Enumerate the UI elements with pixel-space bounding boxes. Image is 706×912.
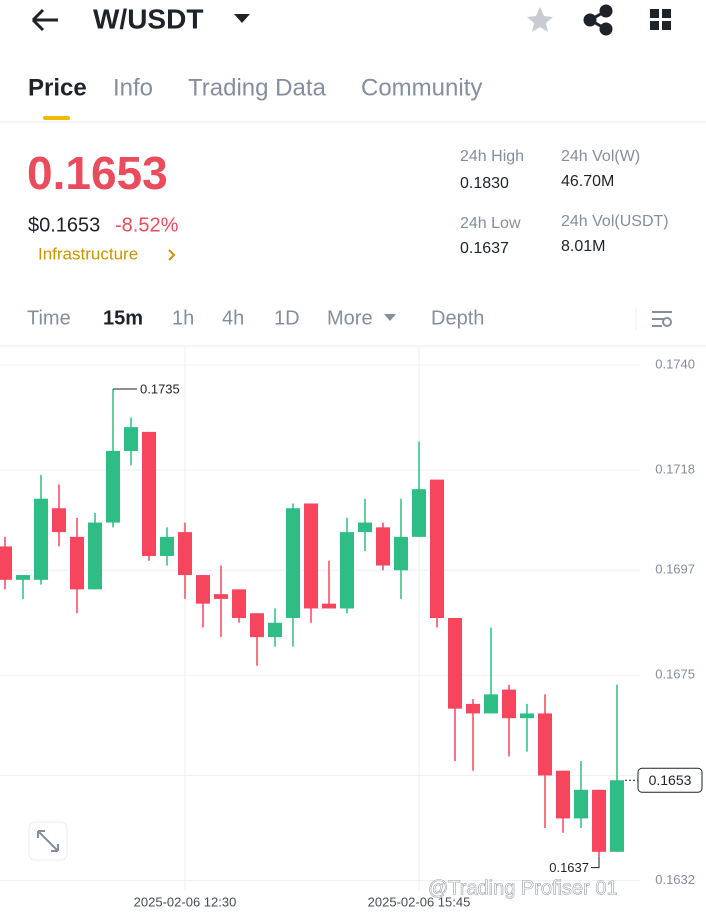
- candle-body: [394, 536, 408, 571]
- watermark: @Trading Profiser 01: [428, 877, 618, 899]
- candle-body: [556, 770, 570, 819]
- candle-body: [232, 589, 246, 618]
- menu-icon[interactable]: [650, 9, 671, 30]
- candle-body: [160, 536, 174, 556]
- tab[interactable]: Community: [361, 74, 482, 101]
- last-price-box: [637, 767, 703, 793]
- candle-body: [304, 503, 318, 609]
- candle-body: [178, 532, 192, 576]
- stat-value: 8.01M: [561, 238, 605, 255]
- candle-body: [16, 575, 30, 580]
- interval[interactable]: 1h: [172, 307, 194, 329]
- candle-body: [142, 431, 156, 556]
- x-tick-label: 2025-02-06 12:30: [134, 894, 237, 909]
- last-price: 0.1653: [27, 147, 168, 199]
- candle-body: [286, 508, 300, 618]
- tag-arrow[interactable]: [168, 249, 176, 261]
- candle-body: [268, 622, 282, 638]
- interval[interactable]: 4h: [222, 307, 244, 329]
- stat-value: 46.70M: [561, 173, 614, 190]
- stat-label: 24h Vol(W): [561, 148, 640, 165]
- candle-body: [592, 789, 606, 852]
- interval[interactable]: Time: [27, 307, 71, 329]
- candle-body: [214, 594, 228, 599]
- candle-body: [340, 532, 354, 609]
- tab[interactable]: Info: [113, 74, 153, 101]
- candle-body: [574, 789, 588, 819]
- candle-body: [124, 427, 138, 451]
- tag[interactable]: Infrastructure: [38, 244, 138, 263]
- y-tick-label: 0.1697: [655, 562, 695, 577]
- candle-body: [376, 527, 390, 566]
- candle-body: [88, 522, 102, 590]
- star-icon[interactable]: [527, 7, 553, 32]
- last-price-label: 0.1653: [649, 772, 692, 788]
- candle-body: [52, 508, 66, 533]
- pair[interactable]: W/USDT: [93, 3, 203, 34]
- high-label: 0.1735: [140, 381, 180, 396]
- interval[interactable]: More: [327, 307, 373, 329]
- usd-price: $0.1653: [28, 214, 100, 236]
- stat-label: 24h High: [460, 148, 524, 165]
- x-tick-label: 2025-02-06 15:45: [368, 894, 471, 909]
- share-icon[interactable]: [583, 4, 613, 36]
- low-marker: [591, 856, 600, 869]
- candle-body: [430, 479, 444, 618]
- candle-body: [106, 450, 120, 523]
- candle-body: [610, 780, 624, 852]
- candle-body: [0, 546, 12, 580]
- interval[interactable]: Depth: [431, 307, 484, 329]
- change: -8.52%: [115, 214, 179, 236]
- more-caret[interactable]: [384, 314, 396, 321]
- interval[interactable]: 15m: [103, 307, 143, 329]
- candle-body: [502, 689, 516, 719]
- candle-body: [322, 603, 336, 609]
- tab[interactable]: Trading Data: [188, 74, 327, 101]
- stat-label: 24h Vol(USDT): [561, 213, 669, 230]
- candle-body: [250, 613, 264, 638]
- y-tick-label: 0.1675: [655, 667, 695, 682]
- back-icon[interactable]: [31, 8, 58, 32]
- candle-body: [196, 575, 210, 604]
- interval[interactable]: 1D: [274, 307, 300, 329]
- candle-body: [484, 694, 498, 714]
- candle-body: [358, 522, 372, 533]
- candle-body: [448, 618, 462, 709]
- candle-body: [412, 489, 426, 537]
- expand-icon[interactable]: [37, 830, 59, 852]
- stat-value: 0.1637: [460, 240, 509, 257]
- tab-indicator: [43, 116, 70, 120]
- candle-body: [70, 536, 84, 590]
- candle-body: [520, 713, 534, 719]
- y-tick-label: 0.1718: [655, 462, 695, 477]
- stat-value: 0.1830: [460, 175, 509, 192]
- candle-body: [34, 498, 48, 580]
- settings-icon[interactable]: [652, 311, 672, 327]
- candle-body: [466, 703, 480, 714]
- tab[interactable]: Price: [28, 74, 87, 101]
- pair-caret[interactable]: [234, 14, 250, 23]
- chart: 0.17400.17180.16970.16750.16540.16322025…: [0, 346, 703, 909]
- y-tick-label: 0.1632: [655, 872, 695, 887]
- y-tick-label: 0.1740: [655, 357, 695, 372]
- low-label: 0.1637: [549, 860, 589, 875]
- stat-label: 24h Low: [460, 215, 521, 232]
- candle-body: [538, 713, 552, 776]
